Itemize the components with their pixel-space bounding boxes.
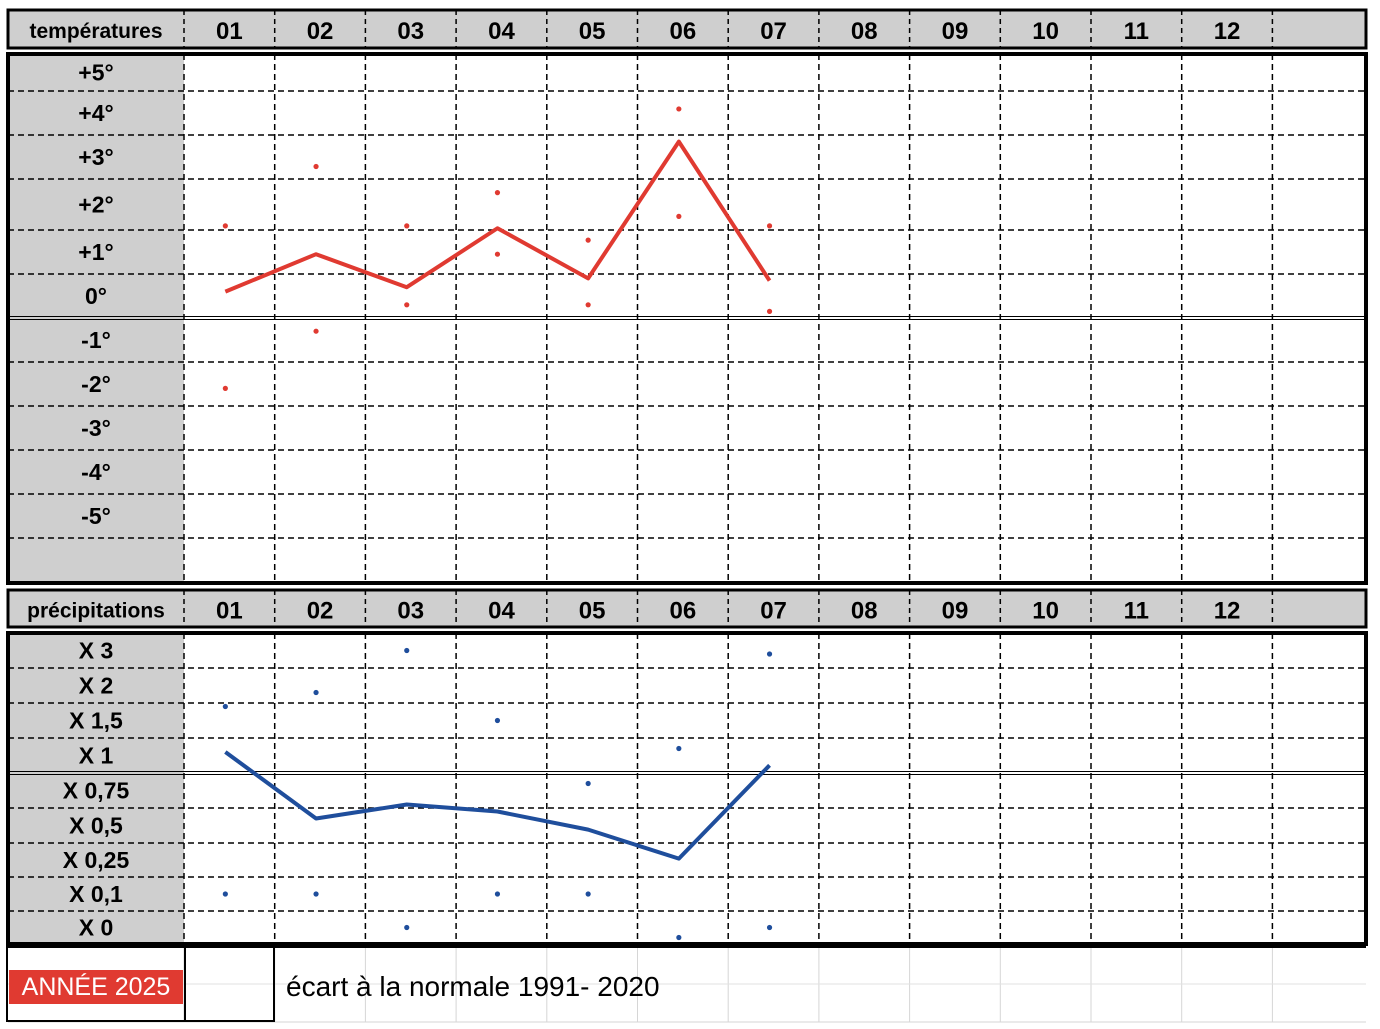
temp-row-label: +3°	[78, 144, 113, 170]
temp-month-label: 11	[1124, 18, 1149, 45]
temp-extreme-dot	[676, 106, 682, 112]
temp-month-label: 05	[579, 18, 606, 45]
precip-extreme-dot	[585, 780, 591, 787]
temp-row-label: -3°	[81, 415, 111, 441]
temp-extreme-dot	[313, 163, 319, 170]
precip-row-label: X 0,75	[63, 778, 130, 804]
temp-row-label: -4°	[81, 459, 111, 485]
temp-month-label: 06	[669, 18, 696, 45]
temp-frame	[6, 52, 1368, 585]
temp-month-label: 10	[1032, 18, 1059, 45]
temp-month-label: 12	[1214, 18, 1241, 45]
precip-row-label: X 0,25	[63, 847, 130, 873]
precip-header-label: précipitations	[27, 600, 165, 623]
temp-extreme-dot	[494, 251, 501, 257]
precip-extreme-dot	[313, 891, 319, 897]
precip-line	[224, 750, 771, 861]
precip-month-label: 11	[1124, 598, 1149, 625]
temp-extreme-dot	[585, 302, 591, 308]
precip-month-label: 07	[760, 598, 787, 625]
precip-header-bg	[8, 590, 1366, 627]
temp-row-label: +5°	[78, 60, 113, 86]
temp-line	[224, 139, 772, 294]
precip-extreme-dot	[222, 891, 228, 897]
precip-month-label: 05	[579, 598, 606, 625]
precip-extreme-dot	[494, 717, 501, 724]
precip-month-label: 10	[1032, 598, 1059, 625]
precip-month-label: 09	[942, 598, 969, 625]
temp-extreme-dot	[766, 308, 773, 314]
temp-row-label: +1°	[78, 239, 113, 265]
precip-extreme-dot	[585, 891, 591, 897]
temp-row-label: 0°	[85, 283, 107, 309]
temp-row-label: -5°	[81, 503, 111, 529]
precip-row-label: X 2	[79, 673, 114, 699]
temp-month-label: 08	[851, 18, 878, 45]
precip-extreme-dot	[404, 647, 410, 654]
precip-month-label: 01	[216, 598, 243, 625]
precip-month-label: 03	[397, 598, 424, 625]
precip-month-label: 06	[669, 598, 696, 625]
precip-extreme-dot	[313, 689, 319, 696]
precip-extreme-dot	[494, 891, 501, 897]
temp-month-label: 02	[307, 18, 334, 45]
precip-row-label: X 3	[79, 638, 114, 664]
temp-header-bg	[8, 10, 1366, 48]
year-badge: ANNÉE 2025	[9, 970, 183, 1004]
temp-month-label: 04	[488, 18, 515, 45]
precip-label-column	[8, 633, 184, 944]
footer-left-cell	[6, 946, 186, 1022]
precip-row-label: X 0	[79, 915, 114, 941]
temp-extreme-dot	[585, 237, 591, 243]
precip-extreme-dot	[676, 745, 682, 752]
temp-row-label: -2°	[81, 371, 111, 397]
temp-extreme-dot	[494, 190, 501, 196]
temp-label-column	[8, 54, 184, 583]
temp-extreme-dot	[766, 223, 773, 229]
precip-extreme-dot	[766, 651, 773, 657]
temp-extreme-dot	[404, 223, 410, 229]
temp-header-label: températures	[29, 20, 162, 43]
temp-row-label: -1°	[81, 327, 111, 353]
precip-month-label: 04	[488, 598, 515, 625]
precip-frame	[6, 631, 1368, 946]
temp-row-label: +4°	[78, 100, 113, 126]
precip-month-label: 08	[851, 598, 878, 625]
temp-extreme-dot	[222, 385, 228, 391]
precip-extreme-dot	[404, 924, 410, 931]
precip-header-frame	[6, 588, 1368, 629]
normal-caption: écart à la normale 1991- 2020	[286, 971, 660, 1002]
precip-row-label: X 0,1	[69, 881, 123, 907]
temp-month-label: 01	[216, 18, 243, 45]
precip-row-label: X 1,5	[69, 708, 123, 734]
temp-month-label: 09	[942, 18, 969, 45]
temp-extreme-dot	[404, 302, 410, 308]
footer-box	[184, 946, 275, 1022]
temp-row-label: +2°	[78, 192, 113, 218]
precip-month-label: 12	[1214, 598, 1241, 625]
precip-extreme-dot	[676, 934, 682, 941]
temp-extreme-dot	[313, 328, 319, 334]
precip-row-label: X 1	[79, 743, 114, 769]
temp-extreme-dot	[222, 223, 228, 229]
precip-row-label: X 0,5	[69, 813, 123, 839]
temp-month-label: 03	[397, 18, 424, 45]
precip-extreme-dot	[766, 924, 773, 931]
temp-extreme-dot	[676, 213, 682, 219]
precip-extreme-dot	[222, 703, 228, 710]
temp-header-frame	[6, 8, 1368, 50]
temp-month-label: 07	[760, 18, 787, 45]
precip-month-label: 02	[307, 598, 334, 625]
